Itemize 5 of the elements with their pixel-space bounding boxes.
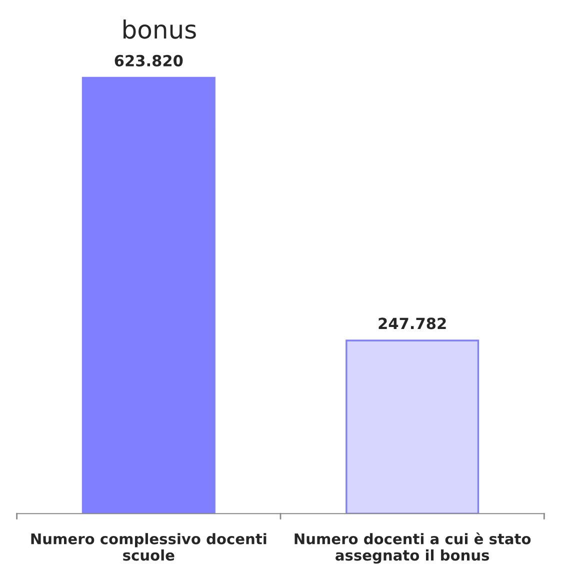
data-label: 247.782 [378, 318, 446, 330]
x-tick-label: Numero complessivo docenti scuole [31, 533, 266, 561]
data-label: 623.820 [114, 54, 183, 66]
x-tick-label: Numero docenti a cui è stato assegnato il bonus [294, 532, 531, 564]
chart-title: bonus [124, 19, 196, 39]
